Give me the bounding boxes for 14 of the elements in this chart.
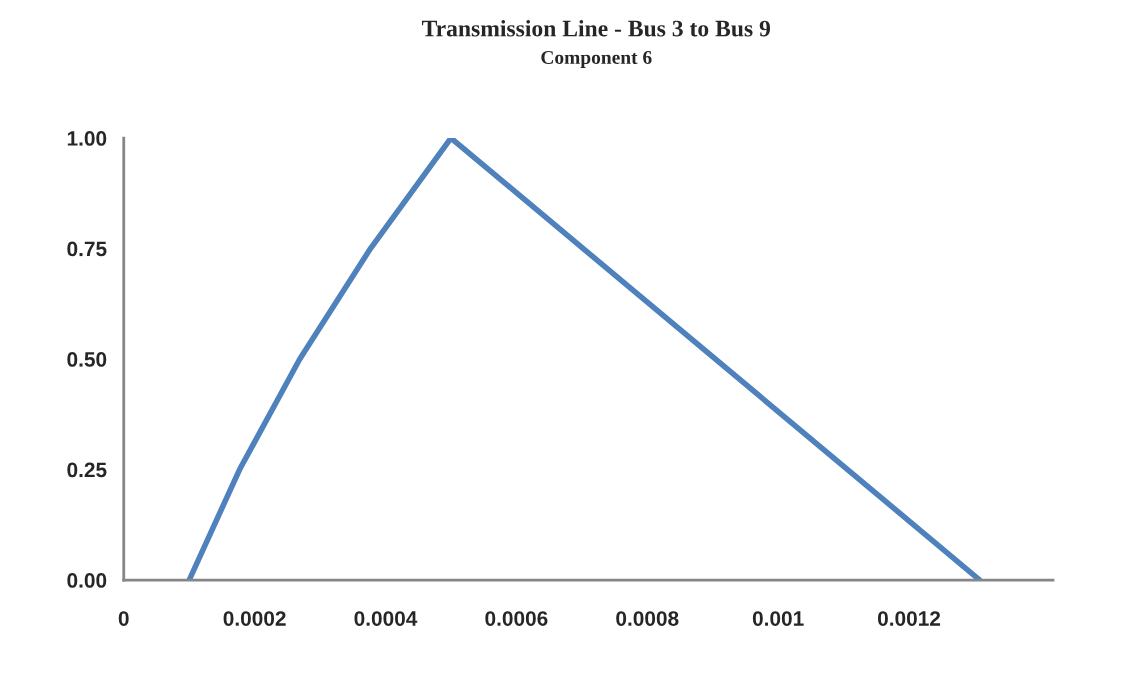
y-tick-label: 0.75 [67,241,107,257]
x-tick-label: 0.0006 [485,611,548,626]
y-tick-label: 1.00 [67,131,107,146]
y-tick-label: 0.00 [67,573,107,588]
x-tick-label: 0.0008 [616,611,679,626]
x-tick-label: 0 [118,611,129,626]
x-tick-label: 0.0012 [878,611,941,626]
x-tick-label: 0.001 [752,611,804,626]
y-tick-label: 0.50 [67,352,107,367]
chart-title: Transmission Line - Bus 3 to Bus 9 [422,19,771,37]
x-tick-label: 0.0004 [354,611,418,626]
chart-subtitle: Component 6 [541,50,652,68]
x-tick-label: 0.0002 [223,611,286,626]
y-tick-label: 0.25 [67,462,107,478]
